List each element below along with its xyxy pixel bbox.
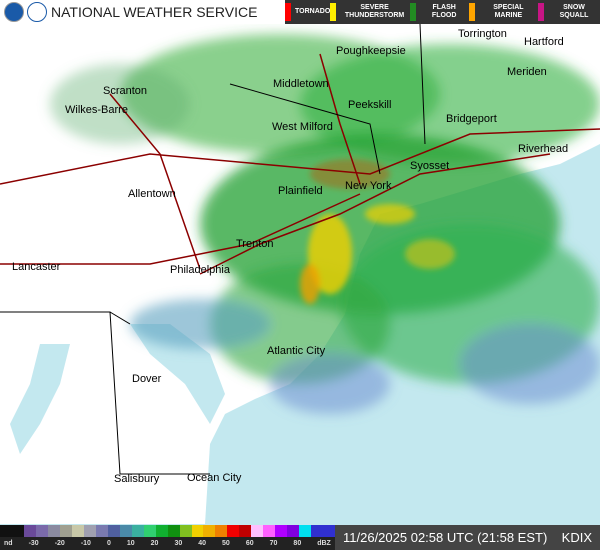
reflectivity-scale: nd -30 -20 -10 0 10 20 30 40 50 60 70 80 dBZ (0, 525, 336, 550)
legend-swatch (409, 3, 416, 21)
legend-item: TORNADO (285, 3, 330, 21)
scale-swatch (227, 525, 240, 537)
scale-swatch (203, 525, 216, 537)
city-label: Philadelphia (170, 264, 230, 276)
city-label: Poughkeepsie (336, 45, 406, 57)
scale-swatch (35, 525, 48, 537)
scale-swatch (143, 525, 156, 537)
scale-swatch (155, 525, 168, 537)
status-bar: 11/26/2025 02:58 UTC (21:58 EST) KDIX (335, 525, 600, 550)
scale-tick: 10 (126, 540, 135, 547)
logos (0, 2, 47, 22)
city-label: Atlantic City (267, 345, 326, 357)
city-label: Lancaster (12, 261, 61, 273)
scale-tick: 30 (174, 540, 183, 547)
scale-swatch (0, 525, 12, 537)
page-title: NATIONAL WEATHER SERVICE (51, 4, 258, 20)
scale-swatch (251, 525, 264, 537)
scale-tick: -20 (54, 540, 65, 547)
scale-tick: 70 (269, 540, 278, 547)
scale-swatch (275, 525, 288, 537)
nws-logo (27, 2, 47, 22)
city-label: Meriden (507, 66, 547, 78)
legend-label: SPECIAL MARINE (493, 4, 524, 19)
scale-swatch (215, 525, 228, 537)
legend-label: SNOW SQUALL (559, 4, 589, 19)
scale-swatch (47, 525, 60, 537)
city-label: Allentown (128, 188, 176, 200)
timestamp: 11/26/2025 02:58 UTC (21:58 EST) (343, 530, 548, 545)
scale-swatch (23, 525, 36, 537)
scale-tick: dBZ (317, 540, 331, 547)
legend-item: SEVERE THUNDERSTORM (330, 3, 409, 21)
scale-swatch (95, 525, 108, 537)
scale-tick: 0 (106, 540, 111, 547)
scale-tick: nd (4, 540, 13, 547)
city-label: Riverhead (518, 143, 569, 155)
city-label: Trenton (236, 238, 274, 250)
highways (0, 53, 600, 275)
scale-tick: 80 (293, 540, 302, 547)
scale-swatch (83, 525, 96, 537)
city-label: Middletown (273, 78, 329, 90)
scale-tick: 40 (198, 540, 207, 547)
scale-tick: 60 (245, 540, 254, 547)
legend-swatch (468, 3, 475, 21)
city-label: Wilkes-Barre (65, 104, 128, 116)
city-label: New York (345, 180, 392, 192)
city-label: West Milford (272, 121, 333, 133)
city-label: Hartford (524, 36, 564, 48)
scale-swatch (263, 525, 276, 537)
city-label: Scranton (103, 85, 148, 97)
city-label: Dover (132, 373, 162, 385)
warning-legend: TORNADO SEVERE THUNDERSTORM FLASH FLOOD SPE… (285, 0, 600, 24)
header: NATIONAL WEATHER SERVICE TORNADO SEVERE T… (0, 0, 600, 24)
scale-swatch (59, 525, 72, 537)
legend-item: FLASH FLOOD (409, 3, 469, 21)
scale-swatch (131, 525, 144, 537)
scale-tick: 50 (222, 540, 230, 547)
scale-swatch (119, 525, 132, 537)
legend-swatch (538, 3, 544, 21)
scale-swatch (11, 525, 24, 537)
scale-swatch (323, 525, 336, 537)
city-label: Torrington (458, 28, 507, 40)
scale-swatch (107, 525, 120, 537)
scale-swatch (179, 525, 192, 537)
city-label: Syosset (410, 160, 450, 172)
state-borders (0, 24, 426, 475)
legend-swatch (330, 3, 336, 21)
scale-swatch (299, 525, 312, 537)
scale-swatch (191, 525, 204, 537)
city-label: Peekskill (348, 99, 392, 111)
city-label: Salisbury (114, 473, 160, 485)
legend-item: SPECIAL MARINE (468, 3, 538, 21)
city-label: Plainfield (278, 185, 323, 197)
scale-swatch (239, 525, 252, 537)
scale-swatch (167, 525, 180, 537)
radar-map[interactable] (0, 24, 600, 525)
station-id: KDIX (561, 530, 592, 545)
radar-echoes (50, 34, 600, 414)
city-label: Ocean City (187, 472, 242, 484)
legend-item: SNOW SQUALL (538, 3, 600, 21)
legend-label: SEVERE THUNDERSTORM (344, 4, 405, 19)
scale-swatch (311, 525, 324, 537)
scale-tick: 20 (150, 540, 159, 547)
legend-label: FLASH FLOOD (431, 4, 457, 19)
scale-tick: -10 (80, 540, 91, 547)
noaa-logo (4, 2, 24, 22)
chesapeake-bay (10, 344, 70, 454)
city-label: Bridgeport (446, 113, 497, 125)
scale-swatch (287, 525, 300, 537)
legend-swatch (285, 3, 291, 21)
delaware-bay (130, 324, 225, 424)
scale-tick: -30 (28, 540, 39, 547)
legend-label: TORNADO (295, 8, 331, 15)
scale-swatch (71, 525, 84, 537)
